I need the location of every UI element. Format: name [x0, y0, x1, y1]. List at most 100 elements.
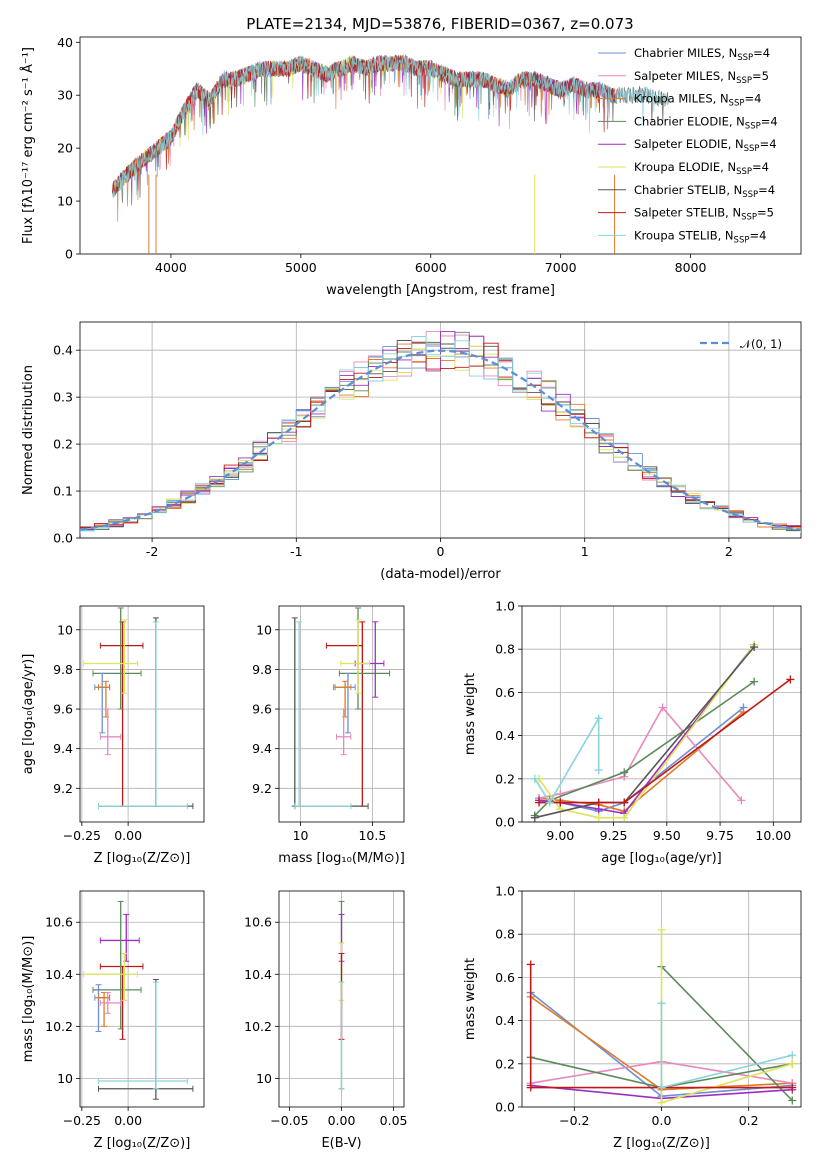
axes-frame — [79, 890, 205, 1108]
weight-marker — [594, 766, 603, 775]
y-tick-label: 10.4 — [244, 967, 272, 982]
x-tick-label: −0.2 — [559, 1113, 589, 1128]
x-tick-label: 5000 — [285, 260, 317, 275]
x-axis-label: (data-model)/error — [380, 567, 501, 582]
legend-label: Salpeter STELIB, NSSP=5 — [634, 206, 774, 223]
weight-marker — [750, 643, 759, 652]
legend-label: 𝒩(0, 1) — [740, 337, 782, 351]
weight-marker — [750, 677, 759, 686]
legend-label: Salpeter MILES, NSSP=5 — [634, 69, 769, 86]
errorbars — [291, 607, 391, 810]
x-tick-label: 9.25 — [600, 828, 628, 843]
weight-marker — [657, 925, 666, 934]
legend-label: Kroupa MILES, NSSP=4 — [634, 92, 761, 109]
y-tick-label: 10 — [256, 1071, 272, 1086]
errorbars — [83, 900, 194, 1100]
legend-subscript: SSP — [736, 167, 752, 177]
x-tick-label: 7000 — [545, 260, 577, 275]
y-tick-label: 10.4 — [45, 967, 73, 982]
x-tick-label: 10.5 — [358, 828, 386, 843]
y-tick-label: 0.0 — [53, 531, 73, 546]
y-axis-label: age [log₁₀(age/yr)] — [21, 654, 36, 775]
legend-label: Kroupa STELIB, NSSP=4 — [634, 228, 766, 245]
weight-marker — [594, 714, 603, 723]
y-tick-label: 10 — [57, 1071, 73, 1086]
y-tick-label: 0.0 — [495, 1100, 515, 1115]
legend-label: Chabrier ELODIE, NSSP=4 — [634, 114, 778, 131]
legend-value: =5 — [752, 69, 769, 83]
axes-frame — [278, 605, 405, 823]
legend-subscript: SSP — [734, 235, 750, 245]
weight-marker — [658, 703, 667, 712]
y-tick-label: 10.6 — [45, 915, 73, 930]
weight-series — [539, 678, 791, 804]
y-tick-label: 10 — [57, 622, 73, 637]
x-tick-label: −0.25 — [63, 1113, 101, 1128]
weight-marker — [657, 999, 666, 1008]
y-tick-label: 9.6 — [252, 702, 272, 717]
y-tick-label: 1.0 — [495, 884, 515, 899]
axes-weight-vs-age: 9.00 9.25 9.50 9.75 10.00 0.0 0.2 0.4 0.6 0.8 1.0 a… — [463, 599, 802, 866]
x-tick-label: 0.00 — [114, 828, 142, 843]
weight-marker — [657, 1098, 666, 1107]
weight-marker — [526, 1083, 535, 1092]
x-tick-label: -1 — [290, 544, 302, 559]
axes-frame — [79, 36, 802, 255]
weight-series — [534, 680, 755, 817]
weight-marker — [657, 1083, 666, 1092]
y-tick-label: 0.1 — [53, 484, 73, 499]
x-tick-label: 8000 — [675, 260, 707, 275]
y-axis-label: Flux [fλ10⁻¹⁷ erg cm⁻² s⁻¹ Å⁻¹] — [20, 47, 36, 244]
legend-label: Salpeter ELODIE, NSSP=4 — [634, 137, 777, 154]
x-axis-label: E(B-V) — [321, 1136, 361, 1151]
y-tick-label: 0.4 — [495, 728, 515, 743]
x-axis-label: Z [log₁₀(Z/Z⊙)] — [94, 851, 191, 866]
x-axis-label: mass [log₁₀(M/M⊙)] — [278, 851, 405, 866]
legend-subscript: SSP — [736, 76, 752, 86]
y-tick-label: 0 — [65, 247, 73, 262]
weight-marker — [737, 796, 746, 805]
x-tick-label: 2 — [725, 544, 733, 559]
legend-label: Chabrier STELIB, NSSP=4 — [634, 183, 775, 200]
weight-lines — [526, 925, 797, 1107]
y-tick-label: 10.6 — [244, 915, 272, 930]
y-tick-label: 0.8 — [495, 927, 515, 942]
legend-value: =4 — [753, 46, 770, 60]
weight-series — [660, 929, 793, 1104]
weight-marker — [788, 1096, 797, 1105]
y-tick-label: 9.2 — [252, 781, 272, 796]
y-tick-label: 30 — [57, 88, 73, 103]
weight-series — [534, 715, 600, 805]
x-tick-label: 0.00 — [328, 1113, 356, 1128]
y-tick-label: 10.2 — [45, 1019, 73, 1034]
y-tick-label: 0.0 — [495, 815, 515, 830]
legend-value: =4 — [761, 114, 778, 128]
weight-marker — [594, 813, 603, 822]
y-tick-label: 0.6 — [495, 685, 515, 700]
chart-title: PLATE=2134, MJD=53876, FIBERID=0367, z=0… — [246, 15, 633, 33]
legend-value: =4 — [758, 183, 775, 197]
axes-spectrum: 4000 5000 6000 7000 8000 0 10 20 30 40 wavelength … — [20, 35, 802, 298]
weight-series — [529, 964, 793, 1089]
weight-marker — [594, 798, 603, 807]
histogram-steps — [80, 331, 801, 534]
y-tick-label: 1.0 — [495, 599, 515, 614]
y-tick-label: 9.8 — [252, 662, 272, 677]
errorbars — [338, 900, 345, 1090]
y-tick-label: 0.4 — [495, 1013, 515, 1028]
legend-subscript: SSP — [744, 144, 760, 154]
legend-value: =5 — [757, 206, 774, 220]
legend-value: =4 — [749, 228, 766, 242]
legend-subscript: SSP — [745, 121, 761, 131]
y-tick-label: 9.4 — [53, 741, 73, 756]
weight-marker — [530, 813, 539, 822]
errorbars — [83, 607, 194, 810]
y-tick-label: 0.3 — [53, 390, 73, 405]
weight-marker — [620, 813, 629, 822]
weight-series — [538, 706, 743, 801]
y-tick-label: 10 — [256, 622, 272, 637]
y-tick-label: 20 — [57, 141, 73, 156]
weight-marker — [786, 675, 795, 684]
y-tick-label: 0.6 — [495, 970, 515, 985]
